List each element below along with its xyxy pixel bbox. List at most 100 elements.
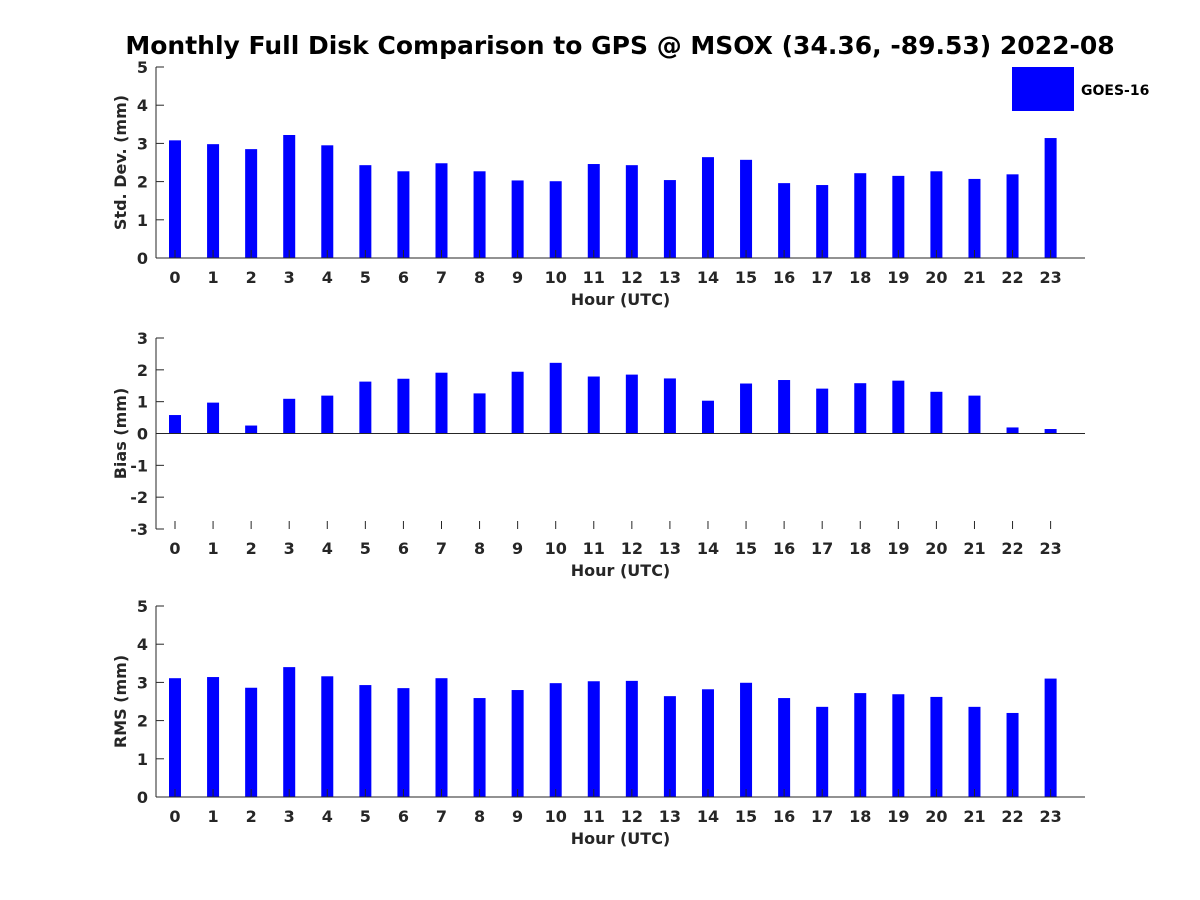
x-tick-label: 10 <box>545 268 567 287</box>
bar-hour-1 <box>207 402 220 434</box>
legend-label: GOES-16 <box>1081 83 1149 99</box>
bar-hour-13 <box>663 696 676 797</box>
y-axis-label: Bias (mm) <box>111 388 130 480</box>
y-tick-label: 0 <box>137 249 148 268</box>
y-axis-label: RMS (mm) <box>111 655 130 748</box>
bar-hour-5 <box>359 381 372 434</box>
y-tick-label: 5 <box>137 597 148 616</box>
bar-hour-8 <box>473 171 486 258</box>
bar-hour-5 <box>359 165 372 258</box>
x-axis-label: Hour (UTC) <box>571 290 671 309</box>
bar-hour-1 <box>207 677 220 797</box>
x-tick-label: 8 <box>474 268 485 287</box>
x-tick-label: 7 <box>436 807 447 826</box>
bar-hour-13 <box>663 378 676 434</box>
bar-hour-23 <box>1044 429 1057 434</box>
y-tick-label: 2 <box>137 712 148 731</box>
bar-hour-12 <box>625 680 638 797</box>
bar-hour-2 <box>245 425 258 434</box>
bar-hour-10 <box>549 362 562 434</box>
bar-hour-0 <box>169 678 181 797</box>
bar-hour-8 <box>473 698 486 797</box>
bar-hour-4 <box>321 676 334 797</box>
bar-hour-9 <box>511 180 524 258</box>
x-tick-label: 13 <box>659 807 681 826</box>
x-tick-label: 14 <box>697 268 719 287</box>
x-tick-label: 0 <box>169 807 180 826</box>
x-tick-label: 11 <box>583 807 605 826</box>
x-tick-label: 15 <box>735 807 757 826</box>
bar-hour-11 <box>587 164 600 258</box>
y-tick-label: 4 <box>137 96 148 115</box>
x-tick-label: 16 <box>773 268 795 287</box>
x-tick-label: 5 <box>360 268 371 287</box>
x-tick-label: 16 <box>773 807 795 826</box>
y-tick-label: 3 <box>137 134 148 153</box>
bar-hour-17 <box>816 185 829 258</box>
y-tick-label: 3 <box>137 329 148 348</box>
x-tick-label: 22 <box>1001 268 1023 287</box>
x-tick-label: 23 <box>1039 807 1061 826</box>
x-tick-label: 3 <box>284 807 295 826</box>
x-tick-label: 13 <box>659 268 681 287</box>
bar-hour-6 <box>397 688 410 797</box>
bar-hour-10 <box>549 181 562 258</box>
x-tick-label: 14 <box>697 539 719 558</box>
x-tick-label: 18 <box>849 807 871 826</box>
x-tick-label: 23 <box>1039 268 1061 287</box>
bar-hour-20 <box>930 696 943 797</box>
y-tick-label: 1 <box>137 393 148 412</box>
x-tick-label: 1 <box>207 807 218 826</box>
x-tick-label: 20 <box>925 268 947 287</box>
x-tick-label: 1 <box>207 539 218 558</box>
bar-hour-19 <box>892 380 905 434</box>
x-tick-label: 2 <box>246 807 257 826</box>
x-tick-label: 5 <box>360 539 371 558</box>
bar-hour-18 <box>854 173 867 258</box>
y-tick-label: 2 <box>137 361 148 380</box>
bar-hour-20 <box>930 171 943 258</box>
bar-hour-22 <box>1006 427 1019 434</box>
x-tick-label: 12 <box>621 268 643 287</box>
x-tick-label: 10 <box>545 539 567 558</box>
x-tick-label: 20 <box>925 539 947 558</box>
bar-hour-3 <box>283 667 296 797</box>
x-tick-label: 7 <box>436 539 447 558</box>
y-tick-label: 3 <box>137 673 148 692</box>
bar-hour-22 <box>1006 174 1019 258</box>
bar-hour-15 <box>740 383 753 434</box>
bar-hour-16 <box>778 183 791 258</box>
x-tick-label: 22 <box>1001 539 1023 558</box>
bar-hour-4 <box>321 395 334 434</box>
bar-hour-14 <box>701 689 714 797</box>
bar-hour-19 <box>892 175 905 258</box>
x-tick-label: 12 <box>621 539 643 558</box>
bar-hour-14 <box>701 400 714 434</box>
bar-hour-17 <box>816 388 829 434</box>
y-tick-label: 1 <box>137 750 148 769</box>
y-tick-label: 4 <box>137 635 148 654</box>
bar-hour-0 <box>169 140 181 258</box>
bar-hour-2 <box>245 149 258 258</box>
x-tick-label: 10 <box>545 807 567 826</box>
bar-hour-19 <box>892 694 905 797</box>
bar-hour-3 <box>283 398 296 434</box>
x-tick-label: 2 <box>246 268 257 287</box>
y-tick-label: 0 <box>137 425 148 444</box>
bar-hour-23 <box>1044 678 1057 797</box>
x-tick-label: 18 <box>849 268 871 287</box>
x-tick-label: 21 <box>963 539 985 558</box>
x-tick-label: 13 <box>659 539 681 558</box>
x-tick-label: 16 <box>773 539 795 558</box>
x-tick-label: 11 <box>583 539 605 558</box>
bar-hour-7 <box>435 163 448 258</box>
x-tick-label: 20 <box>925 807 947 826</box>
x-tick-label: 6 <box>398 807 409 826</box>
y-tick-label: -3 <box>130 520 148 539</box>
y-tick-label: 0 <box>137 788 148 807</box>
x-tick-label: 9 <box>512 807 523 826</box>
x-tick-label: 17 <box>811 807 833 826</box>
bar-hour-18 <box>854 383 867 434</box>
